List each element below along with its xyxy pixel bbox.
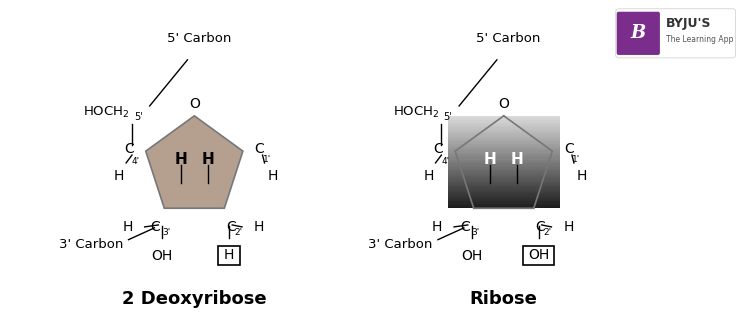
- Text: H: H: [484, 151, 496, 166]
- Text: O: O: [498, 97, 509, 111]
- Text: 3': 3': [472, 228, 480, 237]
- Text: H: H: [563, 220, 574, 234]
- FancyBboxPatch shape: [523, 246, 554, 265]
- Text: 1': 1': [572, 155, 580, 164]
- Polygon shape: [448, 201, 560, 204]
- Text: 2': 2': [544, 228, 552, 237]
- Polygon shape: [448, 134, 560, 136]
- Polygon shape: [448, 144, 560, 146]
- Text: C: C: [460, 220, 470, 234]
- Polygon shape: [448, 194, 560, 197]
- Polygon shape: [448, 167, 560, 169]
- Text: C: C: [433, 142, 443, 156]
- Text: 5': 5': [134, 112, 142, 122]
- Text: H: H: [577, 169, 587, 183]
- Text: O: O: [189, 97, 200, 111]
- Text: The Learning App: The Learning App: [666, 35, 734, 44]
- FancyBboxPatch shape: [616, 9, 736, 58]
- Text: H: H: [114, 169, 125, 183]
- Polygon shape: [448, 127, 560, 130]
- Polygon shape: [448, 139, 560, 141]
- Polygon shape: [448, 116, 560, 118]
- Text: 3' Carbon: 3' Carbon: [59, 238, 123, 251]
- Polygon shape: [448, 118, 560, 121]
- Polygon shape: [448, 162, 560, 164]
- Text: BYJU'S: BYJU'S: [666, 17, 711, 30]
- Text: 3' Carbon: 3' Carbon: [368, 238, 433, 251]
- Text: H: H: [432, 220, 442, 234]
- Text: Ribose: Ribose: [470, 290, 538, 308]
- Polygon shape: [448, 169, 560, 171]
- Text: OH: OH: [461, 250, 482, 264]
- Text: 5' Carbon: 5' Carbon: [167, 32, 232, 45]
- Text: 2 Deoxyribose: 2 Deoxyribose: [122, 290, 267, 308]
- Text: H: H: [268, 169, 278, 183]
- Polygon shape: [448, 183, 560, 185]
- Polygon shape: [448, 192, 560, 194]
- Text: 5' Carbon: 5' Carbon: [476, 32, 541, 45]
- Text: H: H: [423, 169, 433, 183]
- Polygon shape: [448, 178, 560, 180]
- Polygon shape: [448, 123, 560, 125]
- Polygon shape: [448, 157, 560, 160]
- Polygon shape: [448, 164, 560, 167]
- Polygon shape: [146, 116, 243, 208]
- Text: H: H: [174, 151, 187, 166]
- Text: OH: OH: [528, 248, 549, 262]
- Text: C: C: [536, 220, 545, 234]
- Polygon shape: [448, 197, 560, 199]
- Text: C: C: [564, 142, 574, 156]
- Text: 2': 2': [234, 228, 242, 237]
- Text: OH: OH: [152, 250, 173, 264]
- Text: C: C: [255, 142, 265, 156]
- Text: H: H: [202, 151, 214, 166]
- Polygon shape: [448, 185, 560, 188]
- Polygon shape: [448, 171, 560, 174]
- Text: H: H: [511, 151, 524, 166]
- Text: 4': 4': [132, 157, 140, 166]
- Text: HOCH$_2$: HOCH$_2$: [393, 105, 439, 120]
- Polygon shape: [448, 125, 560, 127]
- Polygon shape: [448, 150, 560, 153]
- Polygon shape: [448, 180, 560, 183]
- Text: HOCH$_2$: HOCH$_2$: [83, 105, 130, 120]
- Text: C: C: [226, 220, 236, 234]
- Polygon shape: [448, 132, 560, 134]
- Text: H: H: [254, 220, 264, 234]
- Polygon shape: [448, 155, 560, 157]
- FancyBboxPatch shape: [218, 246, 240, 265]
- Text: 1': 1': [262, 155, 271, 164]
- Text: B: B: [631, 24, 646, 42]
- Polygon shape: [448, 206, 560, 208]
- Polygon shape: [448, 153, 560, 155]
- Text: 3': 3': [162, 228, 170, 237]
- Polygon shape: [448, 160, 560, 162]
- Polygon shape: [448, 148, 560, 150]
- Polygon shape: [448, 204, 560, 206]
- Polygon shape: [448, 176, 560, 178]
- Text: H: H: [122, 220, 133, 234]
- FancyBboxPatch shape: [616, 12, 660, 55]
- Polygon shape: [448, 136, 560, 139]
- Text: 4': 4': [442, 157, 449, 166]
- Polygon shape: [448, 130, 560, 132]
- Polygon shape: [448, 146, 560, 148]
- Text: H: H: [224, 248, 235, 262]
- Polygon shape: [448, 188, 560, 190]
- Polygon shape: [455, 116, 552, 208]
- Text: C: C: [151, 220, 160, 234]
- Polygon shape: [448, 141, 560, 144]
- Polygon shape: [448, 199, 560, 201]
- Text: 5': 5': [443, 112, 452, 122]
- Polygon shape: [448, 121, 560, 123]
- Text: C: C: [124, 142, 134, 156]
- Polygon shape: [448, 174, 560, 176]
- Polygon shape: [448, 190, 560, 192]
